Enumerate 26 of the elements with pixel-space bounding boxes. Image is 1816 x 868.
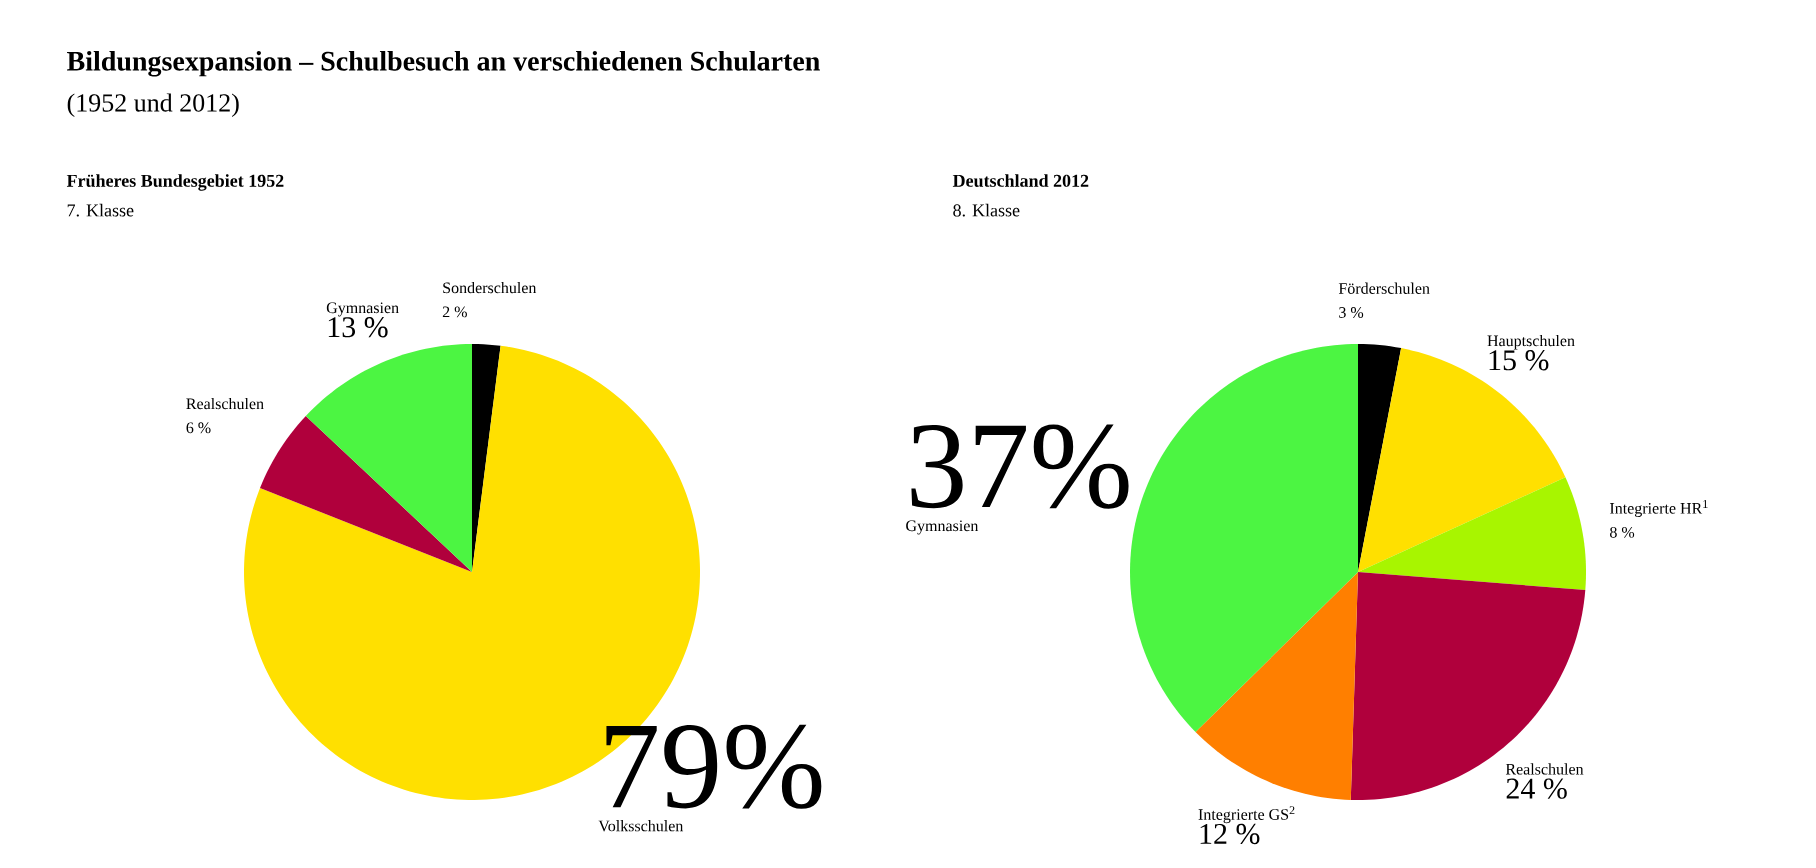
- slice-label: Volksschulen: [598, 820, 684, 832]
- data-label: 37%: [911, 424, 1129, 509]
- data-label: 6 %: [186, 422, 211, 434]
- chart-title: Früheres Bundesgebiet 1952: [66, 174, 284, 191]
- text: (1952 und 2012): [67, 93, 239, 117]
- data-label: 24 %: [1506, 778, 1567, 799]
- slice-label: Förderschulen: [1338, 282, 1430, 294]
- text: Bildungsexpansion – Schulbesuch an verschiedenen Schularten: [67, 50, 820, 77]
- slice-label: Integrierte GS$^{2}$: [1198, 806, 1295, 824]
- chart-title: Deutschland 2012: [952, 174, 1089, 187]
- data-label: 15 %: [1489, 350, 1549, 371]
- chart-subtitle: 8. Klasse: [953, 203, 1020, 217]
- slice-label: Gymnasien: [906, 520, 979, 535]
- slice-label: Sonderschulen: [443, 281, 537, 294]
- data-label: 8 %: [1610, 526, 1635, 538]
- slice-label: Realschulen: [1505, 763, 1584, 775]
- slice-label: Integrierte HR$^{1}$: [1609, 499, 1708, 517]
- slice-label: Realschulen: [186, 397, 264, 410]
- data-label: 79%: [606, 724, 822, 809]
- data-label: 2 %: [442, 306, 467, 318]
- data-label: 12 %: [1200, 823, 1260, 845]
- data-label: 3 %: [1339, 307, 1364, 318]
- slice-label: Hauptschulen: [1487, 334, 1575, 350]
- slice-label: Gymnasien: [326, 302, 399, 317]
- data-label: 13 %: [328, 317, 388, 338]
- chart-subtitle: 7. Klasse: [67, 203, 134, 217]
